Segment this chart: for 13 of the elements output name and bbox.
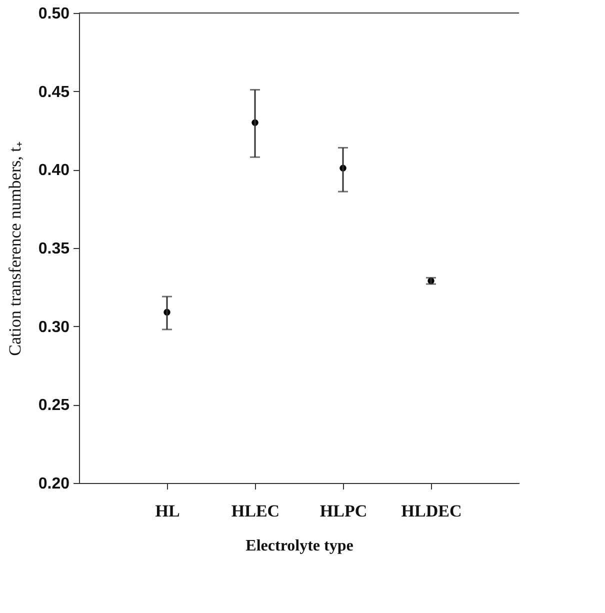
y-axis-title: Cation transference numbers, t₊ (5, 141, 24, 356)
y-tick-label: 0.45 (38, 84, 70, 101)
y-tick-label: 0.35 (38, 240, 70, 258)
y-tick-label: 0.30 (38, 318, 70, 336)
x-tick-label: HLDEC (401, 502, 462, 520)
x-tick-label: HLEC (231, 502, 280, 520)
x-axis-title: Electrolyte type (246, 538, 354, 554)
y-tick-label: 0.20 (38, 476, 70, 492)
y-tick-label: 0.40 (38, 162, 70, 180)
x-tick-label: HLPC (320, 502, 368, 520)
y-tick-label: 0.25 (38, 397, 70, 414)
y-tick-label: 0.50 (38, 6, 70, 22)
x-tick-label: HL (155, 502, 180, 520)
